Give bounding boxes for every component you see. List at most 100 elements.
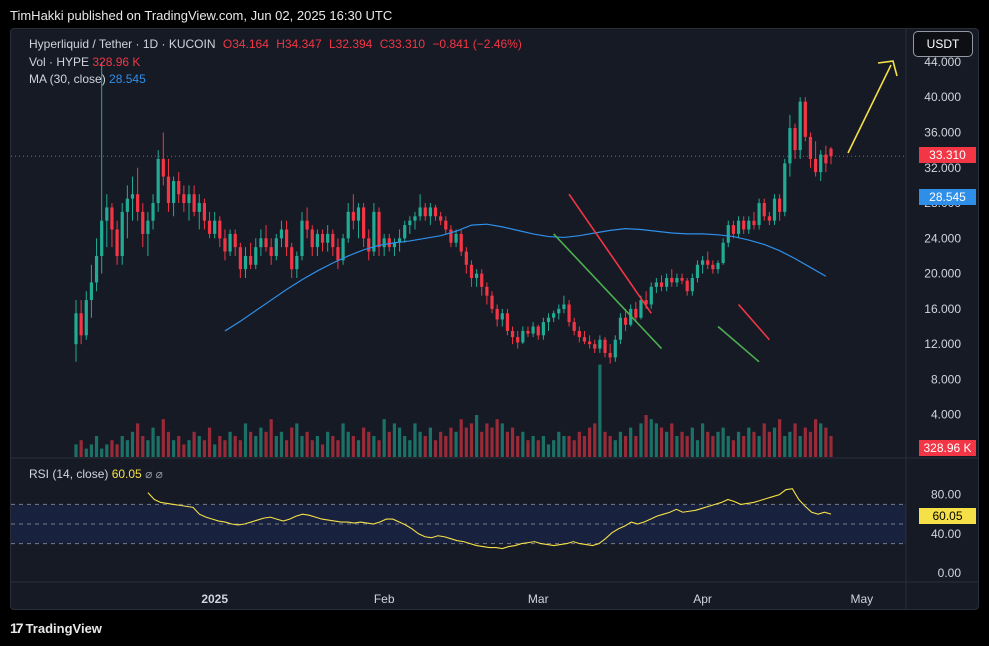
candle-body [84, 300, 88, 336]
volume-bar [618, 431, 623, 457]
candle-body [279, 229, 284, 239]
tradingview-footer[interactable]: 17 TradingView [10, 620, 102, 636]
volume-bar [495, 419, 499, 457]
volume-bar [526, 440, 530, 457]
candle-body [531, 326, 535, 334]
candle-body [567, 304, 571, 323]
candle-body [726, 225, 730, 243]
projection-arrow-head [877, 60, 898, 77]
volume-bar [84, 448, 88, 457]
tradingview-logo-icon: 17 [10, 620, 24, 636]
candle-body [469, 264, 474, 279]
volume-bar [166, 431, 171, 457]
volume-bar [680, 431, 684, 457]
candle-body [397, 238, 402, 243]
candle-body [74, 313, 78, 345]
candle-body [618, 317, 623, 340]
volume-bar [562, 436, 566, 457]
candle-body [541, 322, 545, 336]
candle-body [171, 180, 176, 204]
price-axis-tick: 4.000 [931, 408, 961, 422]
volume-bar [397, 427, 402, 457]
chart-canvas[interactable]: 4.0008.00012.00016.00020.00024.00028.000… [11, 29, 979, 610]
candle-body [192, 194, 196, 212]
candle-body [562, 304, 566, 309]
candle-body [202, 203, 207, 221]
candle-body [125, 198, 129, 212]
volume-bar [716, 431, 720, 457]
rsi-visibility-icons[interactable]: ⌀ ⌀ [145, 467, 163, 481]
volume-bar [783, 436, 787, 457]
candle-body [423, 207, 427, 217]
rsi-axis-tick: 80.00 [931, 488, 961, 502]
rsi-axis-tick: 40.00 [931, 527, 961, 541]
candle-body [356, 207, 361, 221]
volume-bar [408, 440, 412, 457]
volume-bar [695, 440, 700, 457]
volume-bar [475, 415, 479, 457]
candle-body [690, 278, 694, 292]
rsi-label[interactable]: RSI (14, close) [29, 467, 109, 481]
volume-bar [449, 427, 453, 457]
symbol-name[interactable]: Hyperliquid / Tether · 1D · KUCOIN [29, 37, 216, 51]
volume-bar [726, 436, 730, 457]
candle-body [772, 198, 777, 221]
ma-label[interactable]: MA (30, close) [29, 72, 106, 86]
volume-bar [603, 431, 607, 457]
ma-legend: MA (30, close) 28.545 [29, 72, 146, 86]
volume-bar [577, 431, 581, 457]
volume-bar [428, 427, 432, 457]
candle-body [695, 264, 700, 279]
volume-bar [690, 427, 694, 457]
candle-body [444, 220, 448, 230]
volume-bar [700, 423, 705, 457]
volume-bar [444, 436, 448, 457]
candle-body [89, 282, 94, 301]
candle-body [182, 194, 186, 204]
chart-frame[interactable]: 4.0008.00012.00016.00020.00024.00028.000… [10, 28, 979, 610]
volume-bar [531, 436, 535, 457]
volume-bar [757, 436, 761, 457]
volume-bar [752, 431, 756, 457]
volume-bar [819, 423, 823, 457]
open-value: 34.164 [232, 37, 269, 51]
candle-body [706, 260, 710, 265]
volume-bar [803, 427, 807, 457]
volume-label[interactable]: Vol · HYPE [29, 55, 90, 69]
candle-body [778, 198, 782, 212]
publish-header: TimHakki published on TradingView.com, J… [0, 0, 989, 30]
volume-bar [326, 431, 330, 457]
candle-body [510, 330, 515, 338]
candle-body [213, 220, 217, 234]
candle-body [382, 238, 386, 248]
candle-body [259, 238, 263, 248]
volume-bar [469, 423, 474, 457]
volume-bar [367, 431, 371, 457]
volume-bar [808, 431, 813, 457]
candle-body [829, 148, 833, 157]
rsi-tag: 60.05 [919, 508, 976, 524]
close-label: C [379, 37, 389, 51]
volume-bar [249, 431, 253, 457]
volume-bar [433, 440, 438, 457]
candle-body [588, 341, 592, 345]
candle-body [197, 203, 201, 212]
volume-bar [192, 431, 196, 457]
volume-bar [541, 436, 545, 457]
candle-body [593, 344, 597, 349]
volume-bar [670, 423, 674, 457]
candle-body [464, 251, 468, 265]
volume-bar [649, 419, 653, 457]
currency-button[interactable]: USDT [913, 31, 973, 57]
volume-bar [608, 436, 612, 457]
volume-bar [202, 440, 207, 457]
volume-bar [623, 436, 628, 457]
candle-body [243, 255, 248, 270]
candle-body [449, 229, 453, 243]
volume-bar [798, 436, 802, 457]
volume-bar [629, 427, 633, 457]
volume-bar [300, 436, 304, 457]
volume-bar [665, 431, 669, 457]
volume-bar [706, 431, 710, 457]
candle-body [336, 247, 340, 261]
